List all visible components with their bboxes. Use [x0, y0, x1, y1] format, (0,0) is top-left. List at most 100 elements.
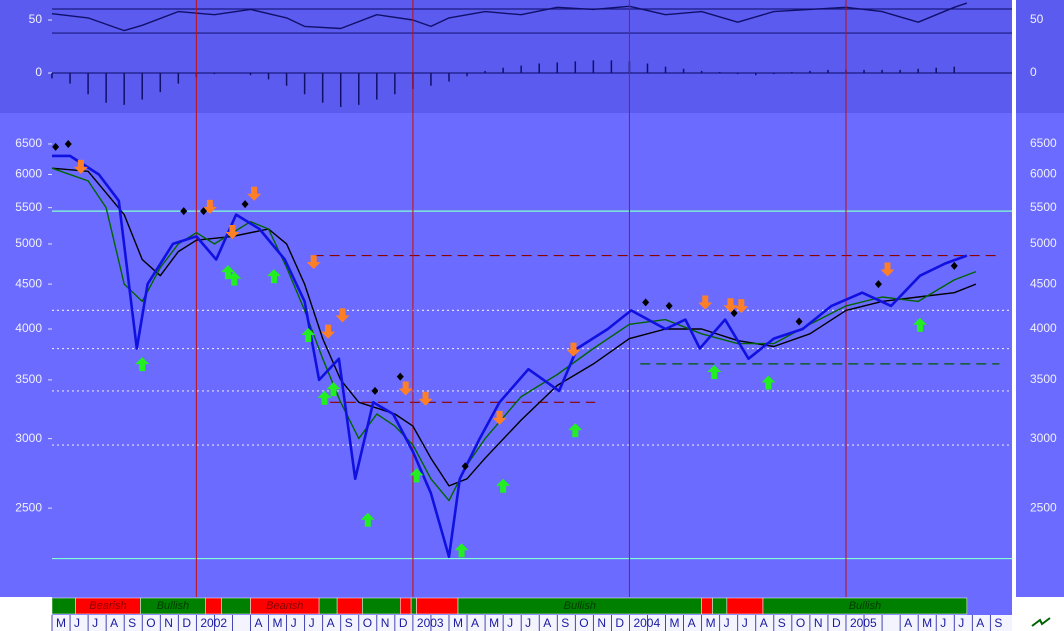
y-tick-label: 5500: [15, 200, 42, 214]
x-tick-label: S: [561, 616, 569, 630]
signal-diamond: [396, 372, 404, 381]
x-tick-label: N: [381, 616, 390, 630]
signal-diamond: [730, 309, 738, 318]
series-line: [51, 167, 977, 502]
signal-up: [496, 478, 511, 493]
regime-label: Bearish: [89, 600, 126, 612]
y-tick-label: 0: [35, 65, 42, 79]
right-axis-background: [1016, 113, 1064, 597]
x-tick-label: J: [724, 616, 730, 630]
signal-diamond: [642, 298, 650, 307]
y-tick-label: 50: [29, 12, 43, 26]
x-tick-label: N: [597, 616, 606, 630]
x-tick-label: A: [327, 616, 335, 630]
x-tick-label: A: [543, 616, 551, 630]
regime-segment: [410, 597, 417, 615]
y-tick-label-right: 3000: [1030, 431, 1057, 445]
signal-down: [321, 324, 336, 339]
signal-up: [220, 265, 235, 280]
regime-segment: [701, 597, 713, 615]
y-tick-label-right: 5000: [1030, 236, 1057, 250]
signal-down: [566, 342, 581, 357]
x-tick-label: O: [579, 616, 588, 630]
signal-up: [266, 269, 281, 284]
signal-down: [335, 308, 350, 323]
x-tick-label: M: [453, 616, 463, 630]
signal-down: [880, 262, 895, 277]
x-tick-label: J: [958, 616, 964, 630]
corner-icon: [1031, 617, 1051, 627]
y-tick-label: 6000: [15, 167, 42, 181]
x-tick-label: N: [164, 616, 173, 630]
signal-diamond: [665, 301, 673, 310]
right-axis-background: [1016, 0, 1064, 113]
x-tick-label: J: [507, 616, 513, 630]
signal-diamond: [795, 317, 803, 326]
x-tick-label: 2003: [417, 616, 444, 630]
signal-diamond: [461, 462, 469, 471]
signal-up: [326, 382, 341, 397]
signal-up: [568, 423, 583, 438]
signal-up: [912, 317, 927, 332]
x-axis-background: [52, 615, 1012, 631]
x-tick-label: J: [309, 616, 315, 630]
x-tick-label: A: [688, 616, 696, 630]
x-tick-label: D: [832, 616, 841, 630]
signal-diamond: [371, 386, 379, 395]
regime-segment: [221, 597, 251, 615]
regime-segment: [51, 597, 76, 615]
x-tick-label: M: [489, 616, 499, 630]
signal-down: [247, 186, 262, 201]
regime-label: Bullish: [157, 600, 189, 612]
y-tick-label-right: 5500: [1030, 200, 1057, 214]
x-tick-label: J: [74, 616, 80, 630]
signal-up: [454, 543, 469, 558]
signal-diamond: [241, 200, 249, 209]
y-tick-label-right: 4500: [1030, 276, 1057, 290]
series-line: [51, 167, 977, 487]
regime-label: Bullish: [849, 600, 881, 612]
signal-down: [492, 410, 507, 425]
signal-up: [409, 468, 424, 483]
x-tick-label: A: [976, 616, 984, 630]
signal-diamond: [64, 139, 72, 148]
y-tick-label: 5000: [15, 236, 42, 250]
panel-background: [0, 113, 1012, 597]
y-tick-label: 4500: [15, 276, 42, 290]
regime-segment: [336, 597, 363, 615]
x-tick-label: S: [994, 616, 1002, 630]
x-tick-label: M: [56, 616, 66, 630]
x-tick-label: J: [742, 616, 748, 630]
y-tick-label-right: 6500: [1030, 136, 1057, 150]
x-tick-label: A: [110, 616, 118, 630]
signal-down: [73, 159, 88, 174]
y-tick-label: 3500: [15, 372, 42, 386]
x-tick-label: N: [814, 616, 823, 630]
x-tick-label: J: [291, 616, 297, 630]
signal-up: [761, 375, 776, 390]
signal-down: [698, 295, 713, 310]
regime-label: Bearish: [266, 600, 303, 612]
x-tick-label: J: [525, 616, 531, 630]
signal-up: [227, 271, 242, 286]
x-tick-label: 2004: [633, 616, 660, 630]
x-tick-label: A: [471, 616, 479, 630]
regime-segment: [416, 597, 459, 615]
x-tick-label: A: [904, 616, 912, 630]
signal-up: [135, 357, 150, 372]
signal-diamond: [200, 207, 208, 216]
x-tick-label: J: [940, 616, 946, 630]
regime-label: Bullish: [564, 600, 596, 612]
signal-down: [734, 299, 749, 314]
y-tick-label-right: 50: [1030, 12, 1044, 26]
y-tick-label-right: 2500: [1030, 500, 1057, 514]
x-tick-label: D: [182, 616, 191, 630]
signal-diamond: [52, 142, 60, 151]
x-tick-label: O: [363, 616, 372, 630]
signal-diamond: [874, 280, 882, 289]
x-tick-label: A: [760, 616, 768, 630]
signal-down: [306, 255, 321, 270]
signal-up: [317, 390, 332, 405]
x-tick-label: D: [399, 616, 408, 630]
